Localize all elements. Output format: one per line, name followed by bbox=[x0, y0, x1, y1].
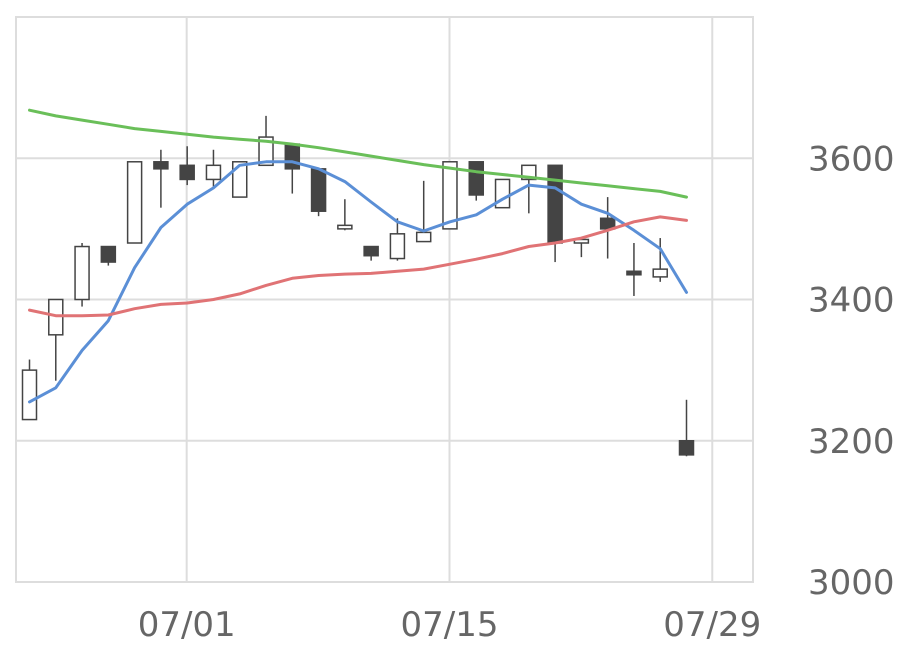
candle bbox=[100, 245, 117, 266]
candle-body-down bbox=[179, 164, 195, 181]
candle bbox=[74, 243, 90, 307]
candle-body-down bbox=[547, 164, 563, 244]
grid bbox=[16, 17, 753, 582]
candle-body-down bbox=[153, 161, 169, 170]
x-axis-ticks: 07/01 07/15 07/29 bbox=[138, 605, 762, 645]
candle bbox=[126, 161, 143, 244]
candle-body-down bbox=[468, 161, 485, 196]
candle-body-up bbox=[231, 161, 248, 198]
candle-body-up bbox=[337, 224, 353, 230]
candle bbox=[678, 399, 695, 457]
y-tick-label: 3200 bbox=[808, 422, 895, 462]
candle bbox=[389, 218, 406, 261]
candle bbox=[442, 161, 458, 230]
y-axis-ticks: 3000 3200 3400 3600 bbox=[808, 139, 895, 603]
candle bbox=[626, 243, 642, 296]
candle-body-down bbox=[678, 440, 695, 456]
y-tick-label: 3400 bbox=[808, 281, 895, 321]
candle bbox=[48, 298, 64, 381]
candle-body-up bbox=[442, 161, 458, 230]
candle-body-up bbox=[21, 369, 38, 421]
y-tick-label: 3600 bbox=[808, 139, 895, 179]
plot-frame bbox=[15, 16, 754, 583]
moving-average-red-line bbox=[28, 215, 688, 318]
candle-body-down bbox=[363, 245, 379, 257]
candle-body-up bbox=[258, 136, 274, 167]
candle bbox=[205, 149, 222, 187]
candle-body-down bbox=[100, 245, 117, 263]
candle bbox=[363, 245, 379, 261]
candle bbox=[310, 168, 327, 217]
candle bbox=[231, 161, 248, 198]
candle-body-down bbox=[310, 168, 327, 212]
candle bbox=[21, 359, 38, 421]
moving-average-lines bbox=[28, 108, 688, 404]
candle-body-up bbox=[652, 268, 668, 278]
candle-body-up bbox=[415, 231, 432, 243]
candle bbox=[652, 238, 668, 282]
candle-body-up bbox=[389, 233, 406, 260]
moving-average-green-line bbox=[28, 108, 688, 199]
candle bbox=[284, 143, 301, 194]
candle-body-up bbox=[74, 245, 90, 301]
x-tick-label: 07/15 bbox=[400, 605, 498, 645]
y-tick-label: 3000 bbox=[808, 563, 895, 603]
x-tick-label: 07/29 bbox=[663, 605, 761, 645]
candle bbox=[547, 164, 563, 263]
candle bbox=[179, 146, 195, 186]
candle-body-up bbox=[126, 161, 143, 244]
candle bbox=[468, 161, 485, 201]
moving-average-blue-line bbox=[28, 160, 688, 404]
candle-body-down bbox=[626, 270, 642, 276]
candle bbox=[337, 199, 353, 231]
x-tick-label: 07/01 bbox=[138, 605, 236, 645]
candle-body-up bbox=[205, 164, 222, 181]
candle-body-down bbox=[284, 143, 301, 170]
candle bbox=[153, 149, 169, 208]
candles bbox=[21, 115, 695, 457]
